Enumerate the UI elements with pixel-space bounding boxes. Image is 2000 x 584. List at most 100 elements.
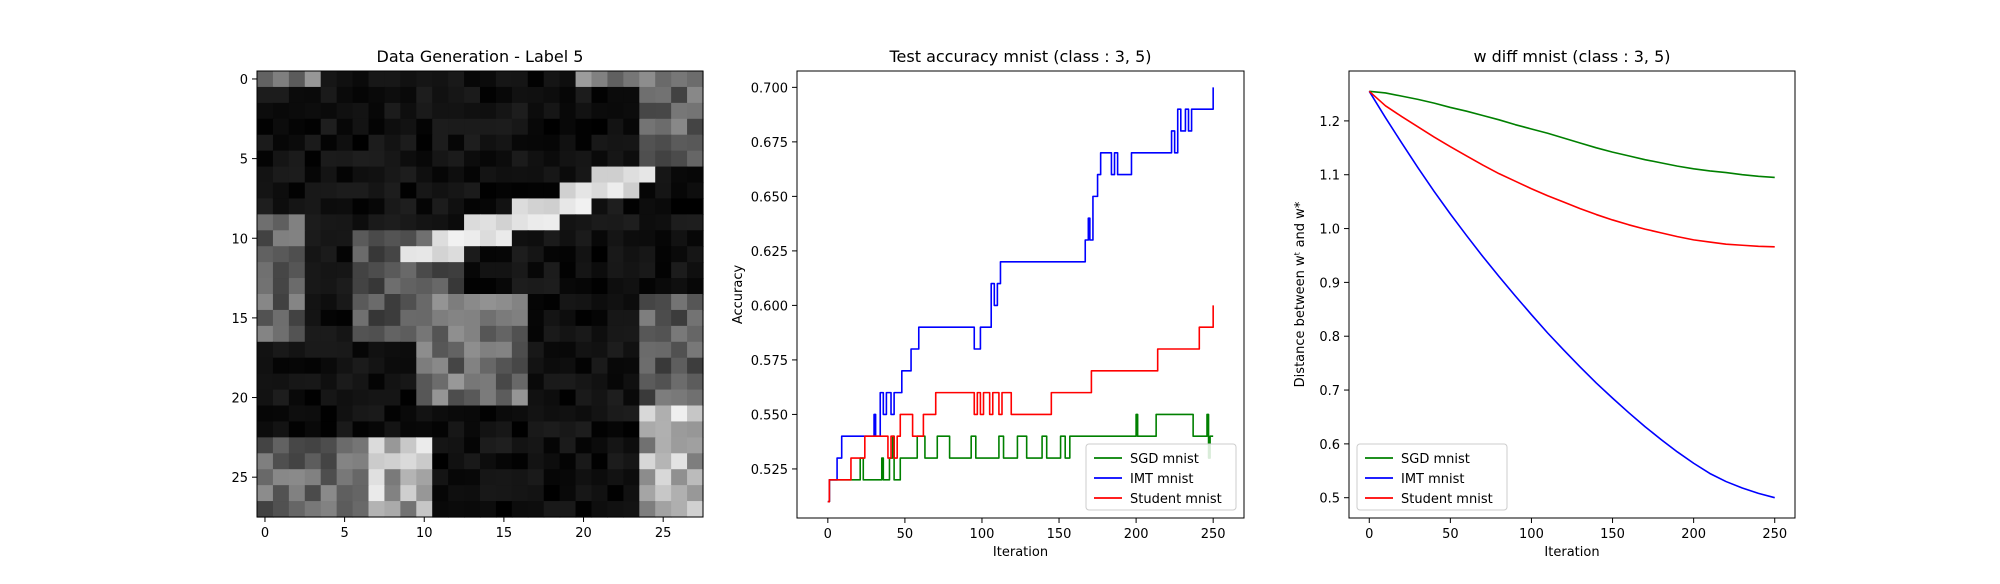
heatmap-cell — [495, 405, 513, 423]
heatmap-cell — [320, 246, 338, 263]
heatmap-cell — [687, 134, 704, 152]
heatmap-cell — [368, 198, 386, 215]
heatmap-cell — [591, 214, 609, 231]
heatmap-cell — [448, 150, 465, 168]
heatmap-cell — [272, 421, 290, 438]
heatmap-cell — [639, 389, 656, 407]
heatmap-cell — [304, 278, 322, 295]
x-tick-label: 10 — [416, 526, 433, 541]
heatmap-cell — [575, 246, 593, 263]
heatmap-cell — [607, 71, 624, 88]
heatmap-cell — [511, 325, 529, 343]
heatmap-cell — [432, 134, 449, 152]
heatmap-cell — [448, 166, 465, 184]
heatmap-cell — [304, 357, 322, 375]
heatmap-cell — [432, 309, 449, 327]
heatmap-cell — [527, 453, 545, 470]
heatmap-cell — [639, 71, 656, 88]
heatmap-cell — [655, 150, 672, 168]
heatmap-cell — [511, 437, 529, 454]
heatmap-cell — [591, 453, 609, 470]
heatmap-cell — [655, 501, 672, 518]
heatmap-cell — [655, 182, 672, 200]
heatmap-cell — [655, 389, 672, 407]
heatmap-cell — [384, 86, 401, 104]
heatmap-cell — [352, 357, 370, 375]
heatmap-cell — [304, 182, 322, 200]
heatmap-cell — [623, 341, 640, 359]
heatmap-cell — [336, 71, 354, 88]
heatmap-cell — [288, 325, 306, 343]
heatmap-cell — [655, 373, 672, 391]
x-tick-label: 200 — [1124, 527, 1149, 542]
y-tick-label: 25 — [231, 471, 248, 486]
heatmap-cell — [336, 262, 354, 279]
heatmap-cell — [543, 278, 561, 295]
heatmap-cell — [400, 341, 417, 359]
heatmap-cell — [272, 182, 290, 200]
heatmap-cell — [511, 182, 529, 200]
heatmap-cell — [591, 198, 609, 215]
x-tick-label: 250 — [1762, 527, 1787, 542]
heatmap-cell — [416, 71, 433, 88]
heatmap-cell — [575, 325, 593, 343]
chart-title: w diff mnist (class : 3, 5) — [1473, 47, 1670, 66]
heatmap-cell — [511, 150, 529, 168]
heatmap-cell — [575, 262, 593, 279]
heatmap-cell — [575, 469, 593, 486]
heatmap-cell — [448, 485, 465, 502]
series-line-sgd-mnist — [1369, 90, 1775, 179]
heatmap-cell — [671, 230, 688, 247]
heatmap-cell — [639, 262, 656, 279]
heatmap-cell — [416, 230, 433, 247]
heatmap-cell — [575, 71, 593, 88]
heatmap-cell — [687, 102, 704, 120]
heatmap-cell — [480, 150, 497, 168]
wdiff-panel: 0 50 100 150 200 250 0.5 0.6 0.7 0.8 0.9 1.0 1.1 1.2 w… — [1293, 47, 1796, 560]
heatmap-cell — [575, 278, 593, 295]
heatmap-cell — [639, 437, 656, 454]
y-tick-label: 1.1 — [1319, 169, 1340, 184]
heatmap-cell — [416, 262, 433, 279]
heatmap-cell — [655, 485, 672, 502]
heatmap-cell — [671, 86, 688, 104]
heatmap-cell — [607, 134, 624, 152]
heatmap-cell — [352, 86, 370, 104]
heatmap-cell — [384, 134, 401, 152]
heatmap-cell — [687, 453, 704, 470]
heatmap-cell — [257, 134, 274, 152]
heatmap-cell — [543, 230, 561, 247]
heatmap-cell — [432, 453, 449, 470]
heatmap-cell — [655, 118, 672, 136]
heatmap-cell — [480, 86, 497, 104]
heatmap-cell — [416, 437, 433, 454]
heatmap-cell — [257, 341, 274, 359]
heatmap-cell — [400, 118, 417, 136]
heatmap-cell — [464, 437, 481, 454]
heatmap-cell — [495, 373, 513, 391]
heatmap-cell — [304, 341, 322, 359]
heatmap-cell — [607, 86, 624, 104]
heatmap-cell — [368, 373, 386, 391]
heatmap-cell — [607, 309, 624, 327]
heatmap-cell — [336, 278, 354, 295]
heatmap-cell — [432, 389, 449, 407]
heatmap-cell — [511, 102, 529, 120]
heatmap-cell — [257, 373, 274, 391]
heatmap-cell — [671, 421, 688, 438]
heatmap-cell — [559, 86, 577, 104]
series-line-imt-mnist — [1368, 90, 1775, 499]
heatmap-cell — [336, 405, 354, 423]
heatmap-cell — [368, 405, 386, 423]
heatmap-cell — [352, 246, 370, 263]
heatmap-cell — [400, 357, 417, 375]
heatmap-cell — [607, 357, 624, 375]
heatmap-cell — [432, 294, 449, 311]
heatmap-cell — [416, 309, 433, 327]
heatmap-cell — [352, 182, 370, 200]
heatmap-cell — [559, 357, 577, 375]
heatmap-cell — [671, 437, 688, 454]
heatmap-cell — [623, 421, 640, 438]
heatmap-cell — [543, 501, 561, 518]
heatmap-cell — [607, 198, 624, 215]
